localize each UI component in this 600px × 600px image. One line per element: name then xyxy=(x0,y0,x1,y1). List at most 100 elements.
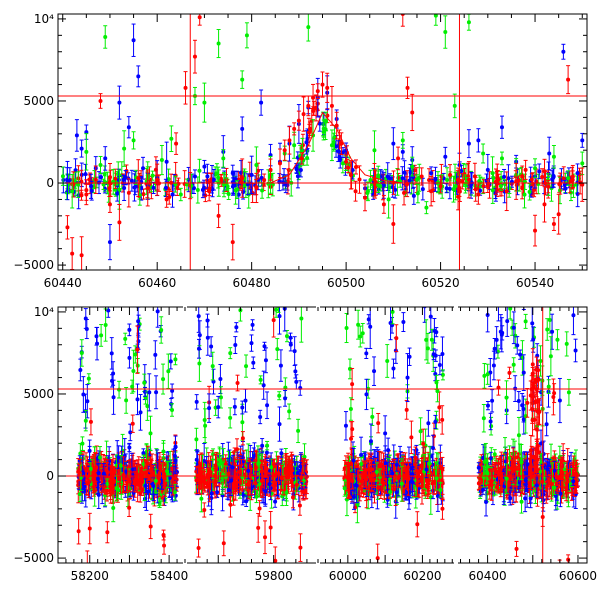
point-marker xyxy=(467,20,471,24)
point-marker xyxy=(196,188,200,192)
data-point xyxy=(165,142,169,181)
point-marker xyxy=(302,112,306,116)
point-marker xyxy=(306,104,310,108)
point-marker xyxy=(481,151,485,155)
data-point xyxy=(153,341,157,369)
point-marker xyxy=(269,168,273,172)
point-marker xyxy=(127,506,131,510)
data-point xyxy=(124,387,128,413)
data-point xyxy=(552,218,556,231)
point-marker xyxy=(533,166,537,170)
data-point xyxy=(84,184,88,204)
data-point xyxy=(127,324,131,336)
top-panel: 60440 60460 60480 60500 60520 6054010⁴50000−5… xyxy=(13,2,587,290)
point-marker xyxy=(386,175,390,179)
point-marker xyxy=(95,334,99,338)
data-point xyxy=(99,325,103,347)
point-marker xyxy=(152,186,156,190)
point-marker xyxy=(75,133,79,137)
point-marker xyxy=(304,140,308,144)
point-marker xyxy=(580,138,584,142)
point-marker xyxy=(80,147,84,151)
data-point xyxy=(99,173,103,181)
data-point xyxy=(179,188,183,200)
point-marker xyxy=(94,178,98,182)
data-point xyxy=(132,24,136,56)
data-point xyxy=(259,90,263,115)
data-point xyxy=(321,72,325,97)
point-marker xyxy=(254,186,258,190)
data-point xyxy=(106,304,110,318)
point-marker xyxy=(169,359,173,363)
data-point xyxy=(75,120,79,152)
data-point xyxy=(108,225,112,260)
point-marker xyxy=(221,156,225,160)
point-marker xyxy=(240,78,244,82)
data-point xyxy=(202,83,206,122)
point-marker xyxy=(61,174,65,178)
point-marker xyxy=(84,193,88,197)
data-point xyxy=(500,152,504,165)
point-marker xyxy=(136,74,140,78)
data-point xyxy=(103,26,107,48)
point-marker xyxy=(227,192,231,196)
data-point xyxy=(481,144,485,163)
data-point xyxy=(87,374,91,384)
point-marker xyxy=(132,138,136,142)
point-marker xyxy=(421,187,425,191)
data-point xyxy=(391,205,395,243)
point-marker xyxy=(346,166,350,170)
data-point xyxy=(292,132,296,158)
point-marker xyxy=(103,156,107,160)
data-point xyxy=(149,514,153,538)
point-marker xyxy=(410,165,414,169)
point-marker xyxy=(552,222,556,226)
data-point xyxy=(105,522,109,543)
point-marker xyxy=(281,180,285,184)
point-marker xyxy=(77,529,81,533)
data-point xyxy=(240,117,244,141)
data-point xyxy=(306,96,310,116)
point-marker xyxy=(330,104,334,108)
point-marker xyxy=(117,178,121,182)
point-marker xyxy=(321,83,325,87)
point-marker xyxy=(259,101,263,105)
point-marker xyxy=(296,174,300,178)
point-marker xyxy=(495,176,499,180)
point-marker xyxy=(349,173,353,177)
data-point xyxy=(580,133,584,147)
data-point xyxy=(302,97,306,131)
point-marker xyxy=(95,342,99,346)
point-marker xyxy=(452,187,456,191)
point-marker xyxy=(391,142,395,146)
point-marker xyxy=(278,161,282,165)
point-marker xyxy=(154,390,158,394)
point-marker xyxy=(558,182,562,186)
point-marker xyxy=(70,252,74,256)
point-marker xyxy=(266,182,270,186)
point-marker xyxy=(453,104,457,108)
point-marker xyxy=(316,89,320,93)
point-marker xyxy=(391,185,395,189)
point-marker xyxy=(162,533,166,537)
x-tick-label: 60440 xyxy=(44,276,82,290)
point-marker xyxy=(110,351,114,355)
point-marker xyxy=(416,191,420,195)
data-point xyxy=(149,416,153,450)
data-point xyxy=(412,187,416,204)
point-marker xyxy=(476,138,480,142)
point-marker xyxy=(103,172,107,176)
data-point xyxy=(70,238,74,270)
data-point xyxy=(500,116,504,138)
point-marker xyxy=(254,163,258,167)
point-marker xyxy=(231,171,235,175)
point-marker xyxy=(166,369,170,373)
point-marker xyxy=(99,163,103,167)
point-marker xyxy=(250,173,254,177)
point-marker xyxy=(142,381,146,385)
y-tick-label: 10⁴ xyxy=(34,12,54,26)
point-marker xyxy=(338,154,342,158)
point-marker xyxy=(103,35,107,39)
point-marker xyxy=(141,166,145,170)
point-marker xyxy=(130,179,134,183)
